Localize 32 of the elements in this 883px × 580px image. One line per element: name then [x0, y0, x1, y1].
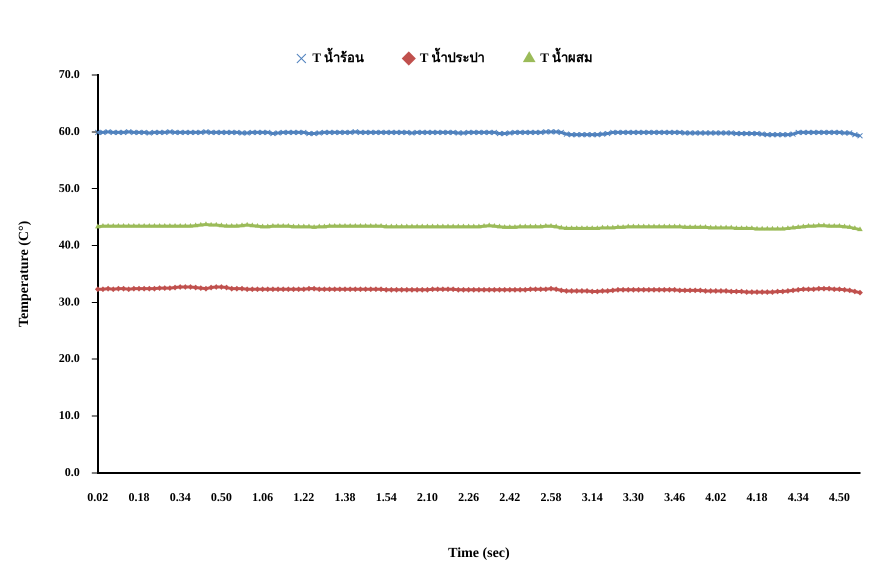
x-tick-label: 1.38: [334, 490, 356, 504]
x-tick-label: 0.18: [128, 490, 150, 504]
x-tick-label: 2.10: [416, 490, 438, 504]
y-tick-label: 20.0: [58, 351, 80, 366]
y-tick-label: 50.0: [58, 180, 80, 195]
x-tick-label: 3.30: [622, 490, 644, 504]
x-tick-label: 2.58: [540, 490, 562, 504]
x-tick-label: 0.02: [87, 490, 108, 504]
y-tick-label: 40.0: [58, 238, 80, 252]
y-tick-label: 10.0: [58, 408, 80, 422]
x-tick-label: 1.06: [252, 490, 274, 504]
legend-label: T น้ำประปา: [420, 46, 484, 65]
x-tick-label: 1.54: [376, 490, 397, 504]
x-tick-label: 4.18: [746, 490, 768, 504]
x-axis-title: Time (sec): [448, 546, 510, 562]
legend-label: T น้ำผสม: [540, 46, 593, 65]
x-tick-label: 2.42: [499, 490, 520, 504]
x-tick-label: 4.02: [705, 490, 726, 504]
y-tick-label: 60.0: [58, 124, 80, 138]
y-tick-label: 70.0: [58, 67, 80, 82]
y-tick-label: 0.0: [64, 464, 80, 479]
x-tick-label: 0.34: [170, 490, 191, 504]
y-axis-title: Temperature (C°): [17, 220, 32, 328]
x-tick-label: 4.50: [828, 490, 850, 504]
x-tick-label: 3.14: [582, 490, 603, 504]
x-tick-label: 3.46: [664, 490, 686, 504]
x-tick-label: 0.50: [210, 490, 232, 504]
x-tick-label: 4.34: [788, 490, 809, 504]
legend-label: T น้ำร้อน: [312, 46, 364, 65]
y-tick-label: 30.0: [58, 294, 80, 308]
x-tick-label: 1.22: [293, 490, 314, 504]
x-tick-label: 2.26: [458, 490, 480, 504]
